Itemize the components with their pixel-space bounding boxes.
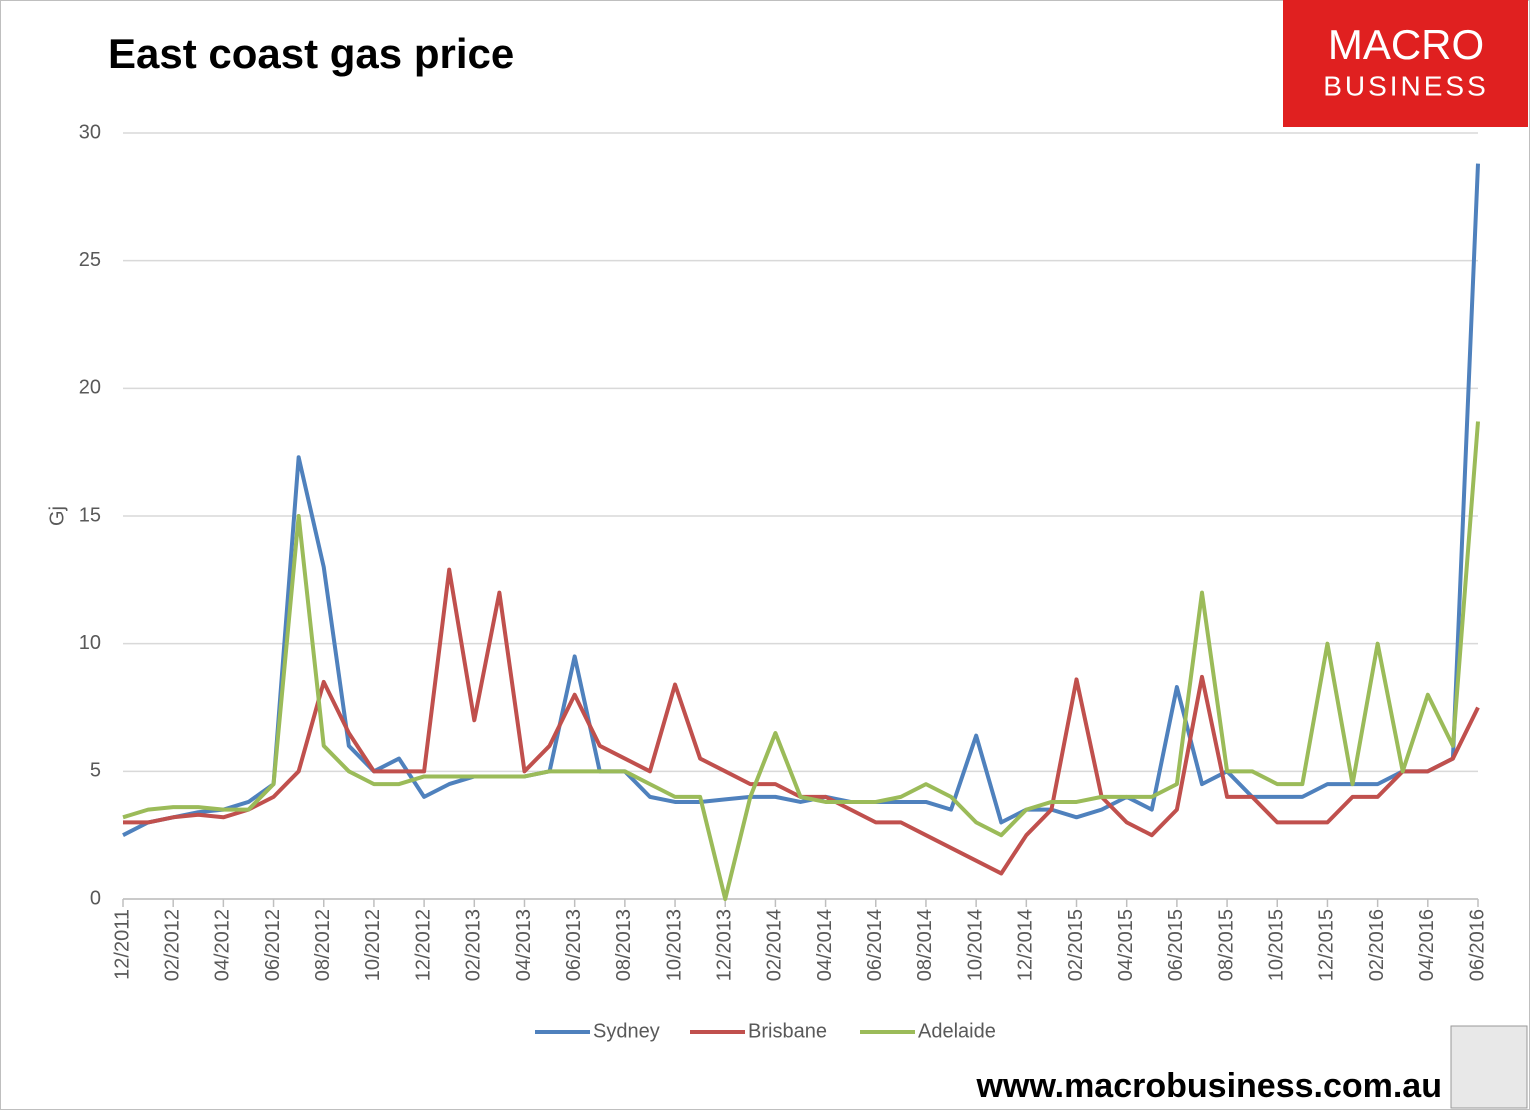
x-tick-label: 06/2012 [262,909,284,981]
y-tick-label: 0 [90,887,101,909]
x-tick-label: 02/2014 [764,909,786,981]
legend-label: Sydney [593,1020,660,1042]
x-tick-label: 04/2014 [814,909,836,981]
y-tick-label: 30 [79,121,101,143]
x-tick-label: 02/2012 [161,909,183,981]
x-tick-label: 06/2013 [563,909,585,981]
logo-text: BUSINESS [1323,70,1489,101]
x-tick-label: 04/2016 [1416,909,1438,981]
x-tick-label: 06/2016 [1466,909,1488,981]
y-tick-label: 25 [79,249,101,271]
x-tick-label: 04/2015 [1115,909,1137,981]
wolf-icon [1450,1025,1528,1109]
footer-url: www.macrobusiness.com.au [976,1067,1442,1105]
x-tick-label: 12/2013 [714,909,736,981]
x-tick-label: 02/2013 [463,909,485,981]
y-tick-label: 15 [79,504,101,526]
x-tick-label: 06/2014 [864,909,886,981]
logo-text: MACRO [1328,21,1484,68]
y-tick-label: 5 [90,760,101,782]
x-tick-label: 08/2015 [1215,909,1237,981]
x-tick-label: 12/2015 [1316,909,1338,981]
x-tick-label: 06/2015 [1165,909,1187,981]
x-tick-label: 02/2016 [1366,909,1388,981]
y-axis-label: Gj [46,506,68,526]
logo-box [1283,0,1528,127]
x-tick-label: 08/2013 [613,909,635,981]
x-tick-label: 10/2015 [1266,909,1288,981]
x-tick-label: 12/2011 [111,909,133,980]
legend-label: Brisbane [748,1020,827,1042]
series-line [122,421,1480,901]
x-tick-label: 02/2015 [1065,909,1087,981]
x-tick-label: 08/2012 [312,909,334,981]
x-tick-label: 04/2012 [212,909,234,981]
x-tick-label: 10/2014 [964,909,986,981]
y-tick-label: 20 [79,377,101,399]
x-tick-label: 10/2012 [362,909,384,981]
x-tick-label: 12/2012 [412,909,434,981]
legend-label: Adelaide [918,1020,996,1042]
y-tick-label: 10 [79,632,101,654]
x-tick-label: 04/2013 [513,909,535,981]
x-tick-label: 10/2013 [663,909,685,981]
chart-title: East coast gas price [108,30,514,77]
x-tick-label: 08/2014 [914,909,936,981]
x-tick-label: 12/2014 [1015,909,1037,981]
